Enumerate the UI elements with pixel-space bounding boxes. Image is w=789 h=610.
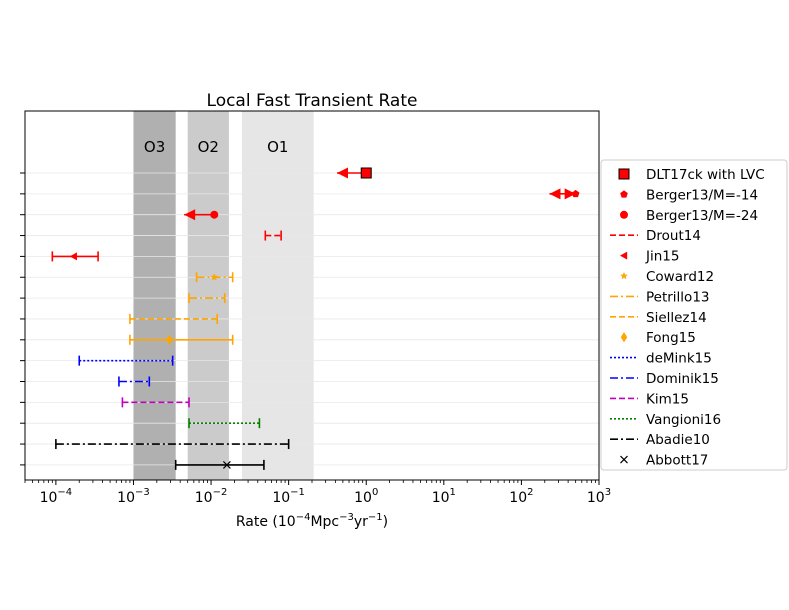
legend-entry-jin15: Jin15 (620, 249, 679, 265)
legend-marker (620, 190, 628, 198)
legend-label: Drout14 (646, 228, 701, 244)
x-tick-label: 103 (587, 487, 611, 506)
marker-point (210, 210, 219, 219)
x-tick-label: 10−2 (195, 487, 228, 506)
band-o3 (133, 111, 176, 480)
x-axis-ticks: 10−4 10−3 10−2 10−1 100 101 102 103 (24, 480, 611, 506)
legend-entry-berger13-m-24: Berger13/M=-24 (620, 208, 758, 224)
x-axis-label: Rate (10−4Mpc−3yr−1) (236, 512, 388, 530)
marker-point (222, 460, 231, 469)
band-o2 (187, 111, 229, 480)
marker-point (571, 189, 580, 198)
legend-entry-abadie10: Abadie10 (610, 432, 710, 448)
legend-label: Berger13/M=-24 (646, 208, 758, 224)
legend-label: Abadie10 (646, 432, 710, 448)
arrow-low (184, 209, 196, 221)
series-kim15 (121, 397, 190, 408)
legend-entry-siellez14: Siellez14 (610, 310, 707, 326)
legend-entry-dlt17ck-with-lvc: DLT17ck with LVC (618, 167, 765, 183)
arrow-low (549, 188, 561, 200)
band-o1 (241, 111, 314, 480)
series-berger13-m-24 (184, 209, 219, 221)
legend-label: Petrillo13 (646, 289, 710, 305)
legend-label: Fong15 (646, 330, 696, 346)
legend-label: deMink15 (646, 351, 712, 367)
legend-label: Vangioni16 (646, 412, 721, 428)
y-ticks (20, 172, 25, 466)
legend-entry-petrillo13: Petrillo13 (610, 289, 710, 305)
legend-label: Dominik15 (646, 371, 719, 387)
series-drout14 (264, 230, 282, 241)
legend: DLT17ck with LVC Berger13/M=-14 Berger13/M… (600, 159, 788, 471)
legend-entry-kim15: Kim15 (610, 391, 689, 407)
series-petrillo13 (188, 293, 226, 304)
legend-entry-drout14: Drout14 (610, 228, 701, 244)
marker-point (360, 167, 372, 179)
x-tick-label: 102 (509, 487, 533, 506)
band-label-o3: O3 (144, 138, 165, 156)
series-fong15 (129, 334, 234, 345)
marker-point (69, 252, 77, 261)
legend-entry-vangioni16: Vangioni16 (610, 412, 721, 428)
arrow-low (337, 167, 349, 179)
series-demink15 (78, 355, 174, 366)
x-tick-label: 10−3 (117, 487, 150, 506)
legend-marker (618, 168, 630, 180)
legend-entry-coward12: Coward12 (620, 269, 714, 285)
legend-label: Siellez14 (646, 310, 707, 326)
arrow-high (564, 188, 576, 200)
marker-point (210, 273, 219, 281)
series-dlt17ck-with-lvc (337, 167, 372, 179)
legend-label: Coward12 (646, 269, 714, 285)
series-dominik15 (118, 376, 151, 387)
series-siellez14 (129, 313, 218, 324)
legend-label: DLT17ck with LVC (646, 167, 765, 183)
marker-point (166, 334, 173, 345)
series-vangioni16 (188, 418, 261, 429)
chart-title: Local Fast Transient Rate (207, 91, 418, 111)
legend-entry-dominik15: Dominik15 (610, 371, 719, 387)
legend-box (600, 159, 788, 471)
observing-run-bands: O3 O2 O1 (133, 111, 314, 480)
band-label-o2: O2 (198, 138, 219, 156)
legend-marker (620, 332, 628, 343)
series-abadie10 (55, 439, 290, 450)
series-berger13-m-14 (549, 188, 580, 200)
legend-label: Kim15 (646, 391, 689, 407)
legend-marker (620, 210, 628, 219)
legend-entry-abbott17: Abbott17 (620, 453, 708, 469)
x-tick-label: 101 (432, 487, 456, 506)
legend-label: Abbott17 (646, 453, 708, 469)
legend-label: Berger13/M=-14 (646, 187, 758, 203)
legend-marker (620, 455, 628, 464)
legend-marker (620, 272, 628, 280)
series-abbott17 (174, 459, 265, 470)
legend-entry-fong15: Fong15 (620, 330, 696, 346)
series-coward12 (195, 272, 234, 283)
series-jin15 (51, 251, 99, 262)
band-label-o1: O1 (267, 138, 288, 156)
legend-entry-berger13-m-14: Berger13/M=-14 (620, 187, 758, 203)
x-tick-label: 100 (354, 487, 378, 506)
legend-entry-demink15: deMink15 (610, 351, 712, 367)
legend-marker (620, 251, 628, 260)
x-tick-label: 10−1 (272, 487, 305, 506)
legend-label: Jin15 (645, 249, 679, 265)
x-tick-label: 10−4 (40, 487, 73, 506)
rate-series (51, 167, 580, 470)
